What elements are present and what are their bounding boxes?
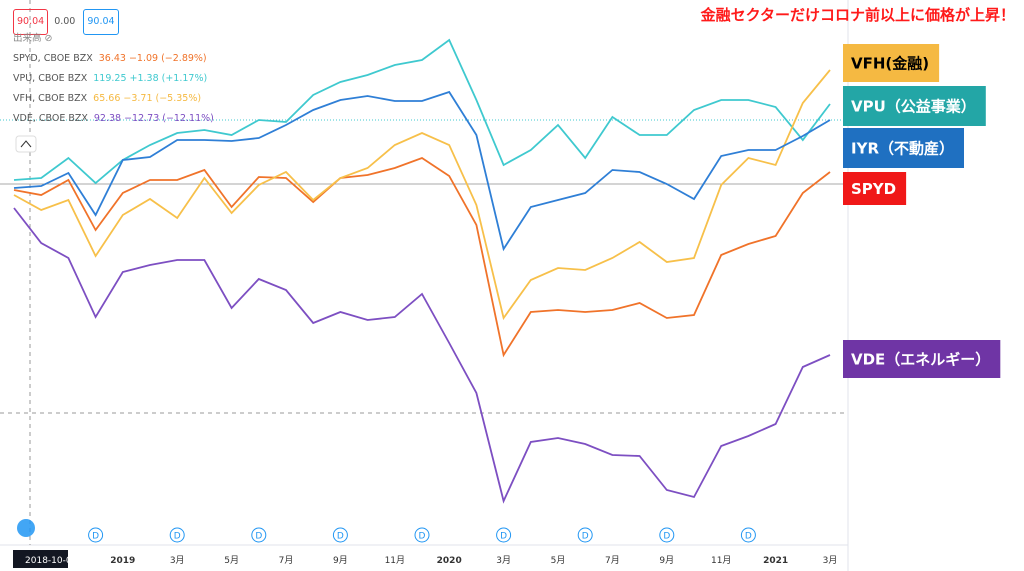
symbol: VPU, CBOE BZX	[13, 73, 88, 84]
dividend-label: D	[500, 532, 507, 542]
dividend-label: D	[255, 532, 262, 542]
x-tick-label: 3月	[823, 555, 838, 566]
dividend-marker	[740, 527, 756, 543]
x-tick-label: 3月	[170, 555, 185, 566]
series-label: VDE（エネルギー）	[843, 340, 1001, 378]
price-change: 0.00	[54, 16, 76, 27]
legend-row: VFH, CBOE BZX 65.66 −3.71 (−5.35%)	[13, 89, 214, 109]
series-label-box	[843, 340, 1001, 378]
price-box: 90.04	[83, 9, 119, 35]
series-label-box	[843, 86, 986, 126]
x-tick-label: 7月	[605, 555, 620, 566]
collapse-icon	[20, 140, 32, 148]
legend-row: VPU, CBOE BZX 119.25 +1.38 (+1.17%)	[13, 69, 214, 89]
x-tick-label: 2020	[437, 556, 462, 566]
series-label-text: VFH(金融)	[851, 55, 929, 73]
series-line	[13, 156, 831, 358]
series-line	[13, 69, 831, 321]
series-label: IYR（不動産）	[843, 128, 964, 168]
legend-row: SPYD, CBOE BZX 36.43 −1.09 (−2.89%)	[13, 49, 214, 69]
crosshair-label-bg	[13, 550, 68, 568]
dividend-marker	[659, 527, 675, 543]
dividend-marker	[169, 527, 185, 543]
dividend-marker	[414, 527, 430, 543]
symbol: VFH, CBOE BZX	[13, 93, 88, 104]
dividend-marker	[332, 527, 348, 543]
quote: 65.66 −3.71 (−5.35%)	[93, 93, 202, 104]
dividend-label: D	[745, 532, 752, 542]
x-tick-label: 5月	[551, 555, 566, 566]
series-label-box	[843, 128, 964, 168]
logo[interactable]	[17, 519, 35, 537]
series-label: VFH(金融)	[843, 44, 940, 82]
series-label-text: VPU（公益事業）	[851, 98, 976, 116]
series-label-text: IYR（不動産）	[851, 140, 954, 158]
series-line	[13, 90, 831, 252]
eye-icon[interactable]: ⊘	[44, 33, 53, 44]
collapse-button[interactable]	[15, 135, 37, 153]
x-tick-label: 5月	[224, 555, 239, 566]
x-tick-label: 2019	[110, 556, 135, 566]
series-label: VPU（公益事業）	[843, 86, 986, 126]
x-tick-label: 3月	[496, 555, 511, 566]
dividend-label: D	[174, 532, 181, 542]
quote: 92.38 −12.73 (−12.11%)	[93, 113, 214, 124]
time-axis	[0, 545, 848, 571]
price-box: 90.04	[13, 9, 49, 35]
x-tick-label: 11月	[711, 555, 731, 566]
series-label-text: SPYD	[851, 180, 896, 198]
dividend-label: D	[663, 532, 670, 542]
dividend-label: D	[419, 532, 426, 542]
x-tick-label: 11月	[385, 555, 405, 566]
dividend-label: D	[337, 532, 344, 542]
x-tick-label: 9月	[333, 555, 348, 566]
legend-row: VDE, CBOE BZX 92.38 −12.73 (−12.11%)	[13, 109, 214, 129]
series-label-text: VDE（エネルギー）	[851, 351, 990, 369]
legend: 90.04 0.00 90.04 出来高 ⊘ SPYD, CBOE BZX 36.43…	[13, 9, 214, 129]
dividend-marker	[577, 527, 593, 543]
symbol: VDE, CBOE BZX	[13, 113, 88, 124]
quote: 36.43 −1.09 (−2.89%)	[98, 53, 207, 64]
dividend-label: D	[92, 532, 99, 542]
dividend-marker	[88, 527, 104, 543]
annotation-title: 金融セクターだけコロナ前以上に価格が上昇！	[700, 6, 1015, 24]
series-label-box	[843, 44, 940, 82]
symbol: SPYD, CBOE BZX	[13, 53, 93, 64]
x-tick-label: 2018-10-01	[25, 556, 77, 566]
series-line	[13, 38, 831, 185]
dividend-marker	[251, 527, 267, 543]
dividend-marker	[496, 527, 512, 543]
dividend-label: D	[582, 532, 589, 542]
x-tick-label: 9月	[659, 555, 674, 566]
series-label: SPYD	[843, 172, 907, 205]
series-line	[13, 207, 831, 504]
series-label-box	[843, 172, 907, 205]
x-tick-label: 2021	[763, 556, 788, 566]
x-tick-label: 7月	[279, 555, 294, 566]
quote: 119.25 +1.38 (+1.17%)	[93, 73, 208, 84]
volume-label: 出来高	[13, 33, 42, 44]
legend-rows: SPYD, CBOE BZX 36.43 −1.09 (−2.89%) VPU, C…	[13, 49, 214, 129]
